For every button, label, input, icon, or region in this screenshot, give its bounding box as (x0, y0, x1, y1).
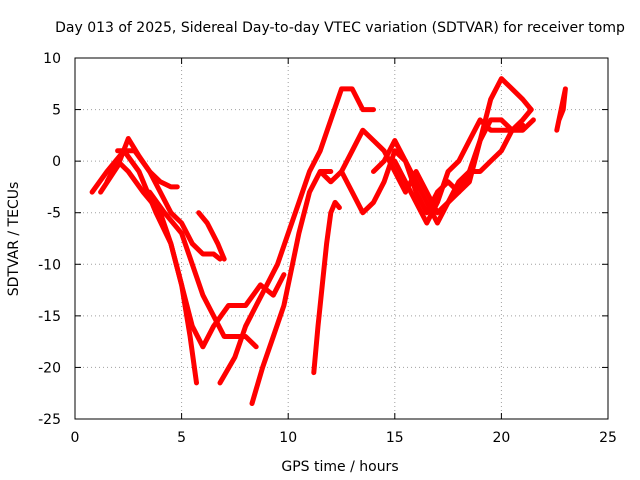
series-track-13 (392, 117, 526, 226)
series-track-3 (104, 158, 199, 386)
plot-frame (74, 57, 609, 420)
x-tick-label: 20 (492, 430, 510, 446)
y-tick-label: 10 (43, 51, 61, 67)
chart-title: Day 013 of 2025, Sidereal Day-to-day VTE… (55, 20, 625, 36)
series-track-4 (115, 148, 223, 262)
y-tick-label: 0 (52, 154, 61, 170)
series-track-10 (317, 117, 536, 216)
series-track-9 (311, 199, 342, 376)
data-series (89, 76, 568, 406)
x-tick-label: 10 (279, 430, 297, 446)
series-track-12 (371, 76, 534, 216)
x-tick-label: 0 (71, 430, 80, 446)
x-tick-label: 15 (386, 430, 404, 446)
series-track-8 (249, 169, 334, 406)
x-tick-label: 25 (599, 430, 617, 446)
y-tick-label: -20 (38, 360, 61, 376)
series-track-6 (196, 210, 227, 262)
y-tick-label: -10 (38, 257, 61, 273)
y-axis-label: SDTVAR / TECUs (6, 182, 22, 297)
series-track-11 (339, 107, 534, 226)
series-track-14 (554, 86, 568, 133)
series-track-1 (89, 148, 287, 350)
axis-ticks: 0 5 10 15 20 25 -25 -20 -15 -10 -5 0 5 10 (38, 51, 617, 446)
series-track-7 (217, 86, 376, 386)
y-tick-label: 5 (52, 103, 61, 119)
y-tick-label: -15 (38, 309, 61, 325)
x-tick-label: 5 (177, 430, 186, 446)
y-tick-label: -25 (38, 412, 61, 428)
y-tick-label: -5 (47, 206, 61, 222)
x-axis-label: GPS time / hours (281, 459, 398, 475)
